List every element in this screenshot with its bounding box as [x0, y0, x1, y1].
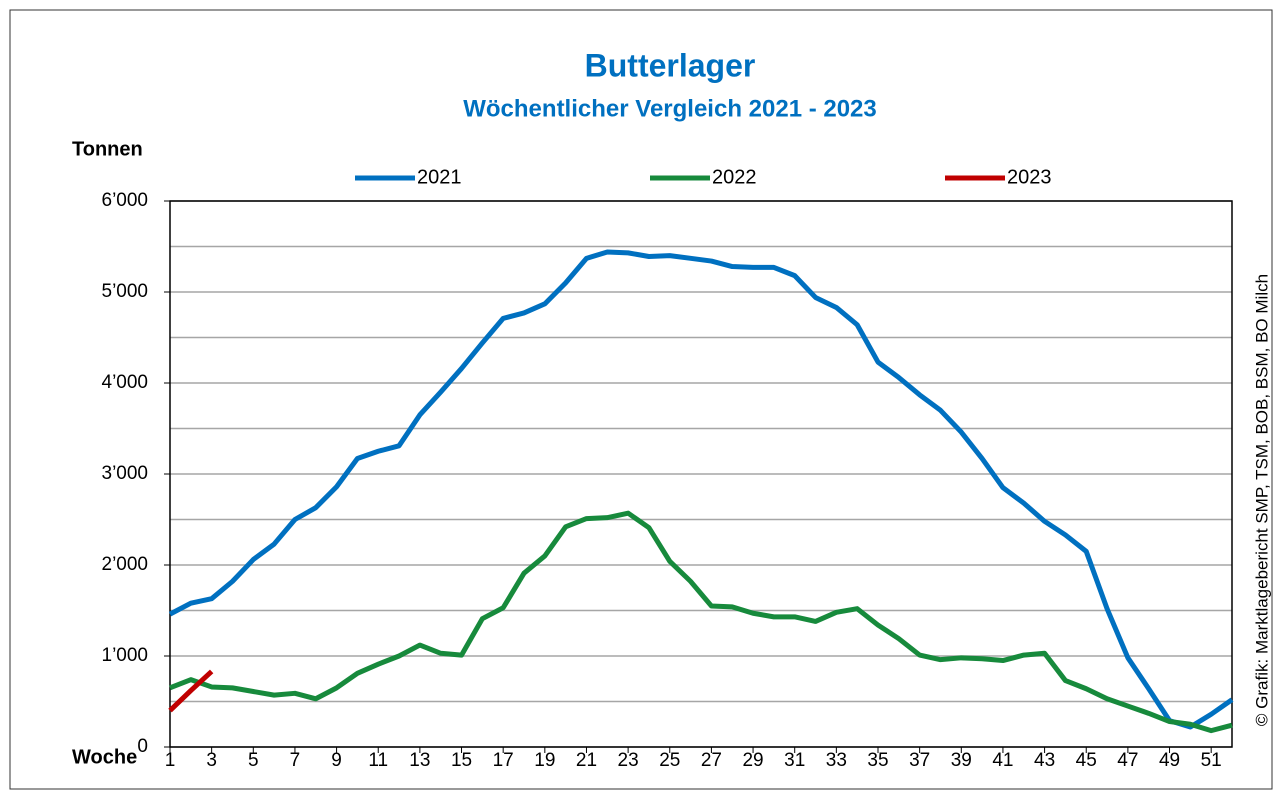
x-tick-label: 11	[368, 750, 388, 771]
source-note: © Grafik: Marktlagebericht SMP, TSM, BOB…	[1252, 274, 1271, 726]
y-axis-label: Tonnen	[72, 138, 143, 160]
frame	[9, 9, 1273, 790]
x-tick-label: 41	[992, 750, 1013, 771]
y-tick-label: 0	[137, 736, 148, 757]
x-tick-label: 35	[867, 750, 888, 771]
x-tick-label: 27	[701, 750, 722, 771]
chart-title: Butterlager	[585, 47, 756, 83]
legend-label: 2021	[417, 166, 462, 188]
series-line	[168, 669, 214, 713]
series-line	[168, 249, 1234, 730]
x-tick-label: 21	[576, 750, 597, 771]
x-tick-label: 23	[618, 750, 639, 771]
x-tick-label: 51	[1201, 750, 1222, 771]
x-tick-label: 9	[331, 750, 342, 771]
x-tick-label: 43	[1034, 750, 1055, 771]
x-tick-label: 31	[784, 750, 805, 771]
series-line	[169, 510, 1233, 734]
x-tick-label: 7	[290, 750, 301, 771]
x-tick-label: 17	[493, 750, 514, 771]
legend-label: 2023	[1007, 166, 1052, 188]
y-tick-label: 3’000	[102, 463, 149, 484]
x-tick-label: 19	[534, 750, 555, 771]
y-tick-label: 4’000	[102, 372, 149, 393]
x-tick-label: 1	[165, 750, 176, 771]
x-tick-label: 15	[451, 750, 472, 771]
y-tick-label: 5’000	[102, 281, 149, 302]
x-tick-label: 45	[1076, 750, 1097, 771]
x-tick-label: 5	[248, 750, 259, 771]
y-tick-label: 2’000	[102, 554, 149, 575]
x-axis-label: Woche	[72, 746, 137, 768]
x-tick-label: 25	[659, 750, 680, 771]
x-tick-label: 13	[409, 750, 430, 771]
y-tick-label: 6’000	[102, 190, 149, 211]
x-tick-label: 37	[909, 750, 930, 771]
x-tick-label: 29	[742, 750, 763, 771]
x-tick-label: 47	[1117, 750, 1138, 771]
y-tick-label: 1’000	[102, 645, 149, 666]
x-tick-label: 3	[206, 750, 217, 771]
x-tick-label: 39	[951, 750, 972, 771]
x-tick-label: 49	[1159, 750, 1180, 771]
chart-subtitle: Wöchentlicher Vergleich 2021 - 2023	[463, 95, 877, 122]
x-tick-label: 33	[826, 750, 847, 771]
legend-label: 2022	[712, 166, 757, 188]
plot-area	[169, 200, 1233, 748]
